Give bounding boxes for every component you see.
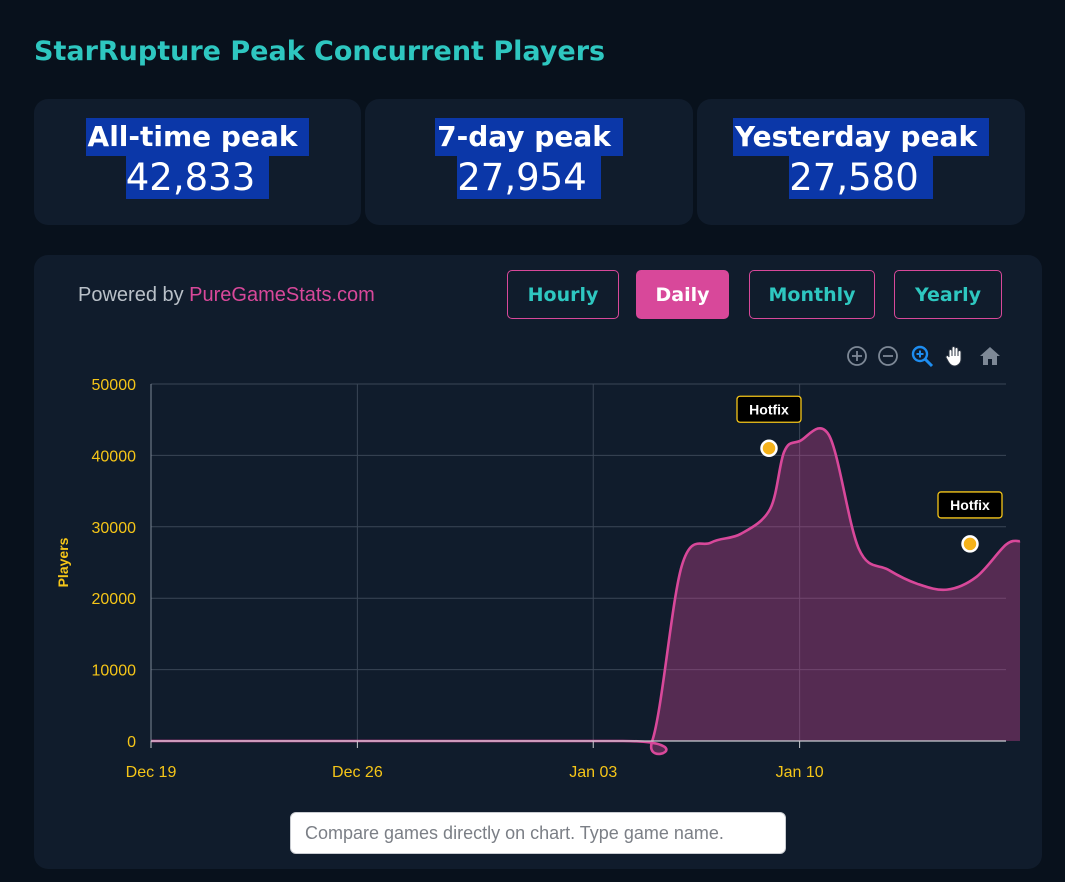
stat-label: Yesterday peak [732, 118, 990, 156]
stat-card-yesterday: Yesterday peak 27,580 [697, 99, 1025, 225]
stat-label: All-time peak [85, 118, 310, 156]
stat-value: 42,833 [34, 156, 361, 200]
compare-games-input[interactable] [290, 812, 786, 854]
page-title: StarRupture Peak Concurrent Players [34, 36, 606, 67]
zoom-selection-icon[interactable] [910, 344, 934, 368]
stat-card-all-time: All-time peak 42,833 [34, 99, 361, 225]
zoom-out-icon[interactable] [876, 344, 900, 368]
tab-hourly[interactable]: Hourly [507, 270, 619, 319]
tab-yearly[interactable]: Yearly [894, 270, 1002, 319]
tab-daily[interactable]: Daily [636, 270, 729, 319]
stat-card-7-day: 7-day peak 27,954 [365, 99, 693, 225]
powered-prefix: Powered by [78, 284, 190, 306]
stat-value: 27,580 [697, 156, 1025, 200]
stat-label: 7-day peak [435, 118, 623, 156]
stat-value: 27,954 [365, 156, 693, 200]
powered-by: Powered by PureGameStats.com [78, 284, 375, 307]
zoom-in-icon[interactable] [845, 344, 869, 368]
pan-hand-icon[interactable] [943, 344, 967, 368]
powered-brand-link[interactable]: PureGameStats.com [189, 284, 375, 306]
tab-monthly[interactable]: Monthly [749, 270, 875, 319]
home-reset-icon[interactable] [978, 344, 1002, 368]
